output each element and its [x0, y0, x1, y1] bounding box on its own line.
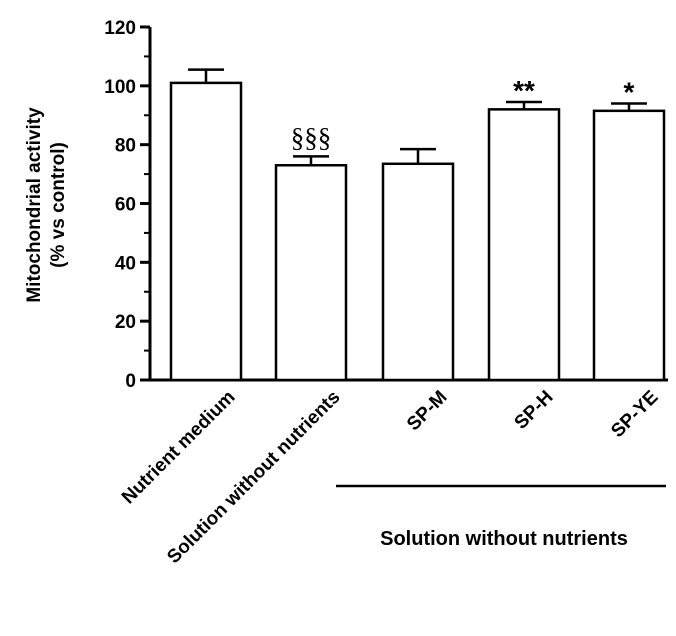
category-label: SP-M: [403, 387, 451, 435]
bar-group: [381, 147, 455, 382]
bar-group: *: [592, 76, 666, 382]
category-label: SP-H: [511, 387, 558, 434]
group-bracket: Solution without nutrients: [336, 484, 666, 550]
y-axis-title: Mitochondrial activity (% vs control): [24, 107, 69, 303]
y-tick-label: 0: [125, 371, 136, 392]
bar: [487, 108, 561, 382]
bar-group: **: [487, 75, 561, 382]
y-axis-title-line2: (% vs control): [48, 142, 69, 268]
bar: [169, 81, 243, 382]
bar-group: §§§: [274, 122, 348, 382]
y-tick-label: 40: [115, 253, 136, 274]
bars: §§§** *: [169, 68, 666, 382]
category-label: Nutrient medium: [118, 387, 240, 509]
bar: [381, 162, 455, 382]
y-tick-label: 100: [104, 77, 136, 98]
y-tick-label: 20: [115, 312, 136, 333]
category-label: Solution without nutrients: [163, 387, 344, 568]
y-tick-label: 120: [104, 18, 136, 39]
y-tick-label: 60: [115, 195, 136, 216]
significance-annotation: *: [624, 76, 635, 107]
bar-group: [169, 68, 243, 382]
significance-annotation: §§§: [291, 122, 332, 152]
y-axis-title-line1: Mitochondrial activity: [24, 107, 45, 303]
bar: [274, 164, 348, 382]
group-bracket-label: Solution without nutrients: [380, 528, 628, 550]
significance-annotation: **: [513, 75, 535, 106]
category-label: SP-YE: [607, 387, 662, 442]
y-tick-label: 80: [115, 136, 136, 157]
bar: [592, 109, 666, 382]
